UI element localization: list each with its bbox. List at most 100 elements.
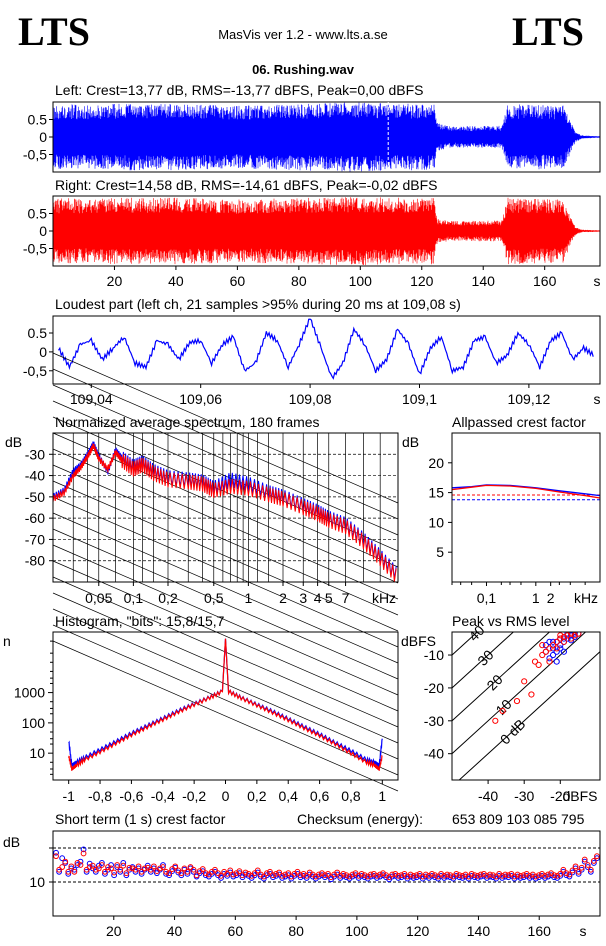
crest-short-point [395, 872, 402, 879]
crest-short-point [294, 868, 301, 875]
crest-short-point [59, 855, 66, 862]
allpassed-xtick-label: 2 [547, 590, 555, 606]
spectrum-slope-line [52, 512, 399, 664]
spectrum-slope-line [52, 416, 399, 568]
crest-short-point [474, 872, 481, 879]
peak-rms-point [513, 697, 521, 705]
crest-short-xtick-label: 80 [288, 923, 304, 939]
crest-short-point [163, 868, 169, 875]
spectrum-slope-line [52, 640, 399, 792]
allpassed-title: Allpassed crest factor [452, 414, 586, 430]
histogram-ytick-label: 1000 [14, 685, 45, 701]
spectrum-xtick-label: 2 [279, 590, 287, 606]
crest-short-point [212, 868, 218, 875]
histogram-ylabel: n [3, 633, 11, 649]
crest-short-point [105, 864, 111, 870]
crest-short-point [56, 868, 63, 875]
crest-short-point [264, 872, 270, 879]
crest-short-point [193, 872, 200, 879]
crest-short-point [65, 868, 72, 875]
crest-short-point [505, 872, 512, 879]
crest-short-point [98, 860, 105, 866]
histogram-xtick-label: -0,2 [182, 788, 206, 804]
file-title: 06. Rushing.wav [252, 62, 354, 77]
crest-short-points-right [53, 850, 600, 881]
crest-short-point [487, 873, 493, 880]
allpassed-ytick-label: 20 [428, 455, 444, 471]
spectrum-grid [52, 352, 399, 792]
peak-rms-point [549, 651, 557, 659]
crest-short-point [572, 863, 579, 870]
spectrum-frame [52, 432, 399, 583]
crest-short-point [150, 863, 157, 870]
crest-short-point [490, 872, 496, 879]
peak-rms-point [560, 648, 568, 655]
crest-short-point [551, 874, 558, 881]
crest-short-point [499, 872, 506, 879]
crest-short-point [456, 874, 463, 881]
crest-short-point [71, 868, 78, 875]
spectrum-ytick-label: -50 [25, 489, 45, 505]
spectrum-slope-line [52, 528, 399, 680]
crest-short-point [202, 870, 209, 877]
crest-short-point [422, 873, 429, 880]
spectrum-xtick-label: 0,5 [204, 590, 224, 606]
allpassed-ytick-label: 10 [428, 514, 444, 530]
crest-short-point [343, 874, 350, 881]
crest-short-point [432, 872, 438, 879]
spectrum-xtick-label: 7 [342, 590, 350, 606]
peak-rms-xunit: dBFS [562, 788, 597, 804]
crest-short-point [343, 872, 350, 879]
crest-short-point [484, 872, 490, 879]
crest-short-point [199, 866, 206, 872]
crest-short-point [444, 871, 451, 878]
crest-short-point [315, 871, 322, 878]
spectrum-xtick-label: 5 [325, 590, 333, 606]
spectrum-ytick-label: -60 [25, 510, 45, 526]
crest-short-point [334, 871, 341, 878]
crest-short-point [117, 866, 124, 873]
right-waveform-xtick-label: 140 [472, 273, 496, 289]
crest-short-point [551, 872, 558, 879]
crest-short-point [297, 872, 304, 879]
checksum-value: 653 809 103 085 795 [452, 811, 585, 827]
crest-short-point [487, 871, 493, 878]
crest-short-point [517, 872, 524, 879]
crest-short-point [514, 871, 521, 878]
crest-short-point [532, 875, 539, 882]
crest-short-point [242, 871, 249, 878]
crest-short-point [181, 865, 188, 872]
crest-short-xtick-label: 100 [345, 923, 369, 939]
crest-short-xtick-label: 40 [167, 923, 183, 939]
crest-short-point [273, 870, 279, 877]
crest-short-point [285, 872, 292, 879]
crest-short-point [444, 873, 451, 880]
histogram-xtick-label: -0,6 [119, 788, 143, 804]
spectrum-xtick-label: 4 [314, 590, 322, 606]
left-waveform-ytick-label: 0 [39, 129, 47, 145]
crest-short-point [166, 870, 173, 877]
crest-short-point [374, 872, 380, 879]
crest-short-point [178, 870, 185, 877]
spectrum-slope-line [52, 544, 399, 696]
loudest-part-frame [52, 315, 601, 385]
peak-rms-point [539, 642, 546, 649]
spectrum-title: Normalized average spectrum, 180 frames [55, 414, 320, 430]
allpassed-xtick-label: 1 [532, 590, 540, 606]
crest-short-point [484, 875, 490, 881]
crest-short-point [422, 871, 429, 878]
crest-short-xtick-label: 120 [406, 923, 430, 939]
peak-rms-point [539, 651, 546, 659]
crest-short-points-left [53, 846, 600, 883]
peak-rms-crest-label: 40 [465, 622, 487, 644]
left-waveform-ytick-label: 0.5 [28, 112, 48, 128]
spectrum-slope-line [52, 496, 399, 648]
peak-rms-point [575, 632, 582, 637]
peak-rms-points-right [492, 632, 582, 724]
crest-short-point [407, 873, 414, 880]
crest-short-point [218, 872, 224, 879]
crest-short-point [315, 873, 322, 880]
histogram-ytick-label: 100 [22, 715, 46, 731]
crest-short-point [575, 868, 582, 875]
crest-short-point [80, 850, 87, 857]
